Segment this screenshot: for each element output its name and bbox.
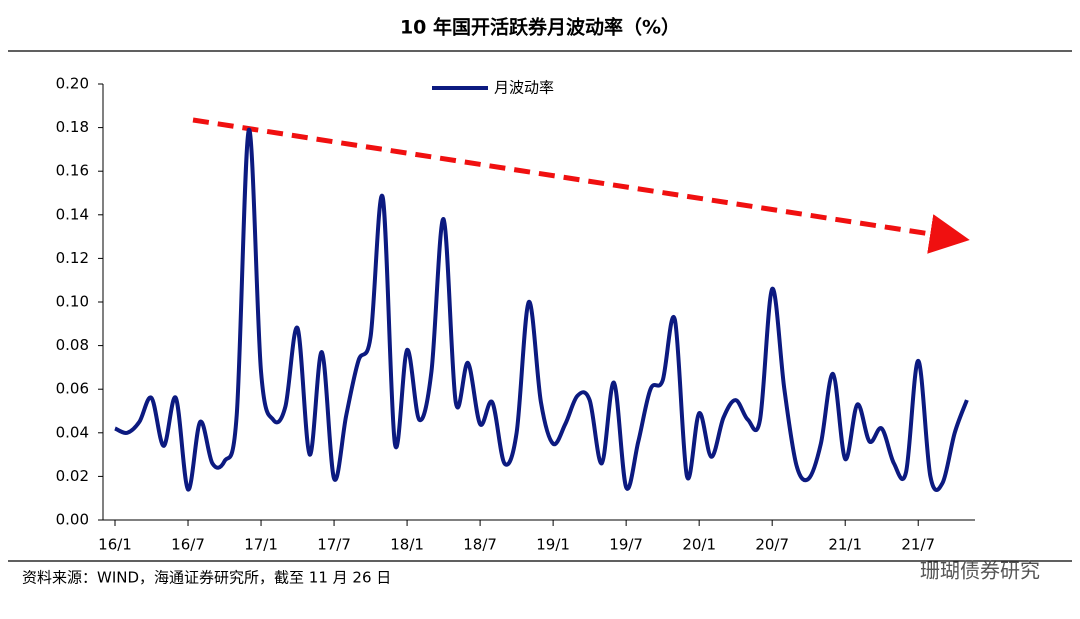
y-tick-label: 0.06 bbox=[56, 380, 89, 398]
y-tick-label: 0.16 bbox=[56, 162, 89, 180]
x-tick-label: 19/7 bbox=[609, 536, 643, 554]
watermark: 珊瑚债券研究 bbox=[920, 559, 1040, 583]
source: 资料来源：WIND，海通证券研究所，截至 11 月 26 日 bbox=[22, 569, 391, 587]
x-tick-label: 20/1 bbox=[682, 536, 716, 554]
y-tick-label: 0.04 bbox=[56, 423, 89, 441]
x-tick-label: 18/7 bbox=[463, 536, 497, 554]
y-tick-label: 0.10 bbox=[56, 293, 89, 311]
y-tick-label: 0.18 bbox=[56, 118, 89, 136]
x-tick-label: 18/1 bbox=[390, 536, 424, 554]
y-tick-label: 0.12 bbox=[56, 249, 89, 267]
x-tick-label: 16/1 bbox=[98, 536, 132, 554]
y-tick-label: 0.08 bbox=[56, 336, 89, 354]
legend-label: 月波动率 bbox=[494, 79, 554, 97]
x-tick-label: 20/7 bbox=[755, 536, 789, 554]
x-tick-label: 16/7 bbox=[171, 536, 205, 554]
series-line bbox=[114, 127, 969, 493]
y-tick-label: 0.14 bbox=[56, 205, 89, 223]
y-tick-label: 0.20 bbox=[56, 75, 89, 93]
y-tick-label: 0.00 bbox=[56, 511, 89, 529]
x-tick-label: 17/1 bbox=[244, 536, 278, 554]
chart-title: 10 年国开活跃券月波动率（%） bbox=[400, 16, 680, 39]
x-tick-label: 17/7 bbox=[317, 536, 351, 554]
x-tick-label: 21/1 bbox=[828, 536, 862, 554]
x-tick-label: 19/1 bbox=[536, 536, 570, 554]
x-tick-label: 21/7 bbox=[901, 536, 935, 554]
y-tick-label: 0.02 bbox=[56, 467, 89, 485]
trend-arrow bbox=[192, 117, 970, 254]
